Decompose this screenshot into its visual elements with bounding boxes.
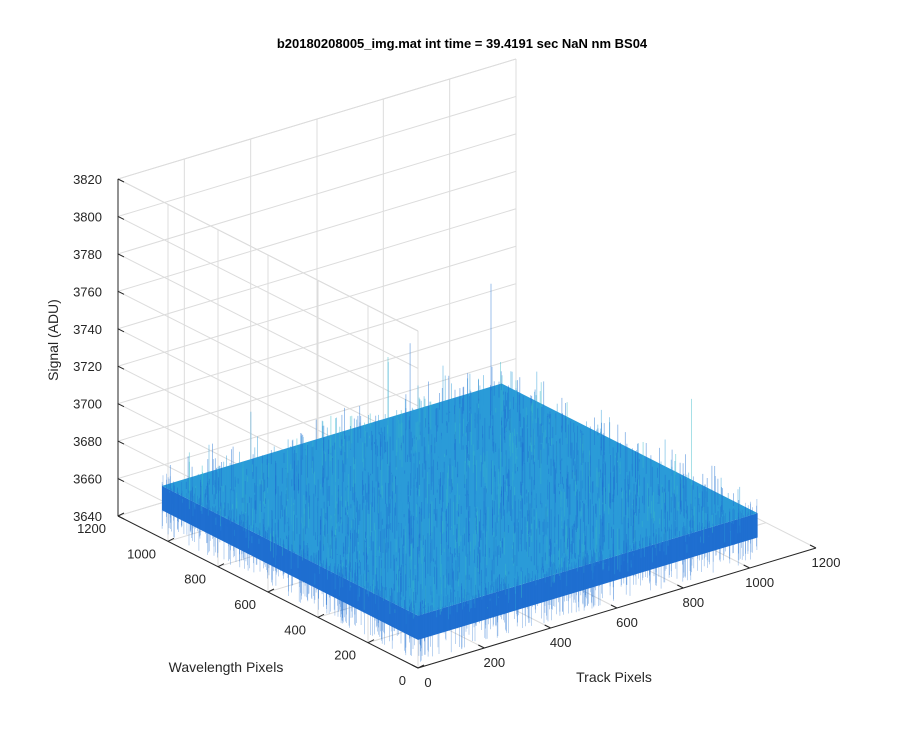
x-tick [478,644,485,649]
chart-title: b20180208005_img.mat int time = 39.4191 … [277,36,648,51]
x-tick-label: 0 [424,675,431,690]
surface-noise [161,283,758,662]
z-tick [117,178,125,183]
z-tick [117,403,125,408]
z-tick [117,440,125,445]
z-tick [117,515,125,520]
surface-layer [161,283,758,662]
x-axis-label: Track Pixels [576,669,652,685]
x-tick-label: 1200 [812,555,841,570]
y-tick-label: 800 [184,572,206,587]
y-tick [367,639,375,644]
x-tick [743,564,750,569]
box-edge [117,178,419,332]
y-tick [417,664,425,669]
y-tick-label: 600 [234,597,256,612]
x-tick-label: 800 [682,595,704,610]
z-tick [117,290,125,295]
z-tick-label: 3640 [73,509,102,524]
z-tick-label: 3780 [73,247,102,262]
z-tick-label: 3700 [73,397,102,412]
y-tick-label: 400 [284,622,306,637]
z-axis-label: Signal (ADU) [45,299,61,381]
y-tick [317,613,325,618]
surface-right-face [418,513,758,640]
x-tick [610,604,618,609]
x-tick [544,624,551,629]
z-tick-label: 3680 [73,434,102,449]
y-tick [267,588,275,593]
surface-left-face [162,485,418,640]
z-tick-label: 3720 [73,359,102,374]
y-tick-label: 1000 [127,546,156,561]
z-tick-label: 3800 [73,209,102,224]
x-tick-label: 400 [550,635,572,650]
z-tick [117,478,125,483]
y-tick-label: 0 [399,673,406,688]
axes-layer: 0 200 400 600 800 1000 1200 0 200 400 600 800 1000 12… [73,172,840,690]
y-tick-label: 1200 [77,521,106,536]
x-tick-label: 600 [616,615,638,630]
x-tick-label: 1000 [745,575,774,590]
x-tick-label: 200 [483,655,505,670]
z-tick [117,365,125,370]
y-axis-label: Wavelength Pixels [169,659,284,675]
y-tick-label: 200 [334,648,356,663]
y-tick [217,563,225,568]
z-tick [117,215,125,220]
y-tick [117,512,125,517]
y-tick [167,537,175,542]
z-tick-label: 3660 [73,472,102,487]
z-tick-label: 3760 [73,284,102,299]
z-tick [117,328,125,333]
z-tick-label: 3820 [73,172,102,187]
x-tick [809,544,817,549]
x-tick [411,664,419,669]
z-tick [117,253,125,258]
x-tick [677,584,684,589]
box-edge [117,58,517,180]
z-tick-label: 3740 [73,322,102,337]
